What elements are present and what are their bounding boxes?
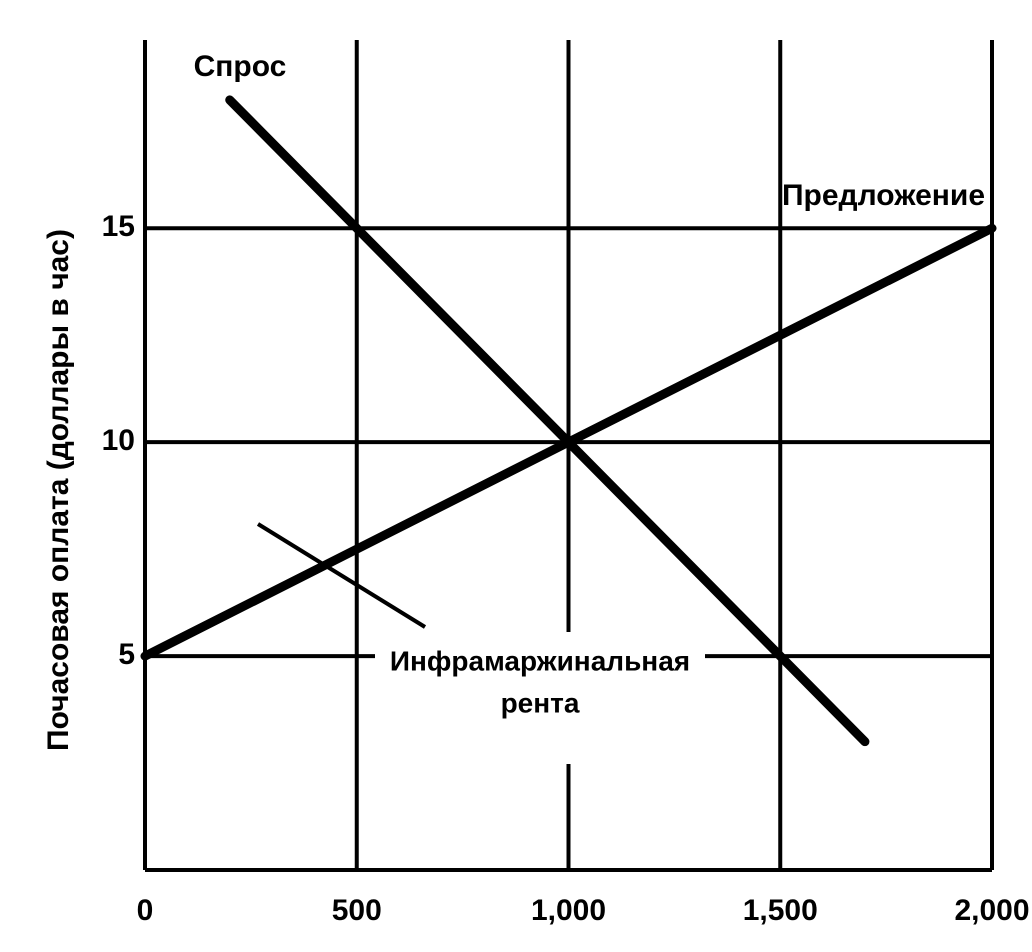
line	[140, 223, 997, 661]
x-tick-label: 1,000	[531, 894, 606, 927]
annotation: Инфрамаржинальная	[390, 645, 690, 676]
annotation-backdrop	[375, 632, 705, 764]
y-axis-label: Почасовая оплата (доллары в час)	[42, 229, 75, 751]
x-tick-label: 1,500	[743, 894, 818, 927]
annotation: рента	[501, 687, 580, 718]
series-label: Предложение	[782, 179, 985, 212]
series-label: Спрос	[194, 50, 287, 83]
x-tick-label: 500	[332, 894, 382, 927]
y-tick-label: 15	[102, 210, 135, 243]
y-tick-label: 10	[102, 424, 135, 457]
y-tick-label: 5	[118, 638, 135, 671]
x-tick-label: 0	[137, 894, 154, 927]
annotation-pointer	[256, 522, 427, 629]
x-tick-label: 2,000	[954, 894, 1029, 927]
